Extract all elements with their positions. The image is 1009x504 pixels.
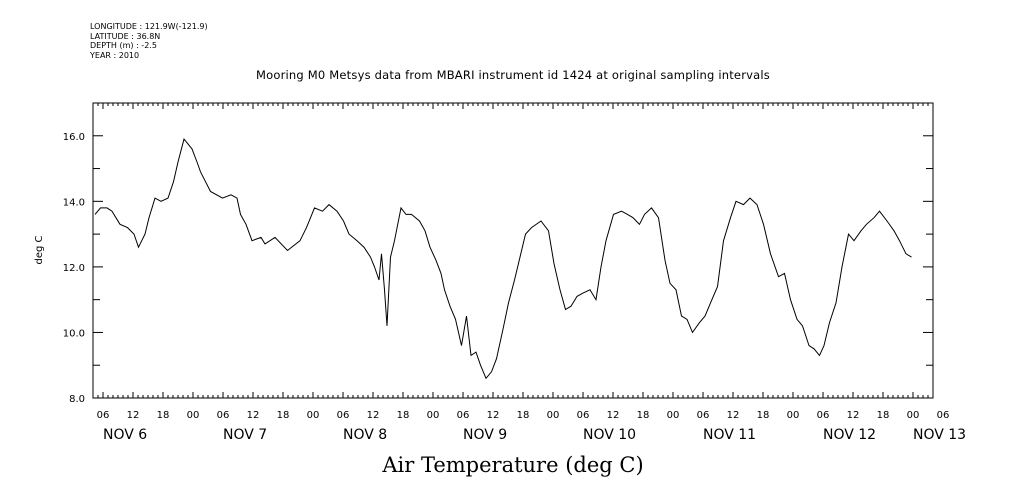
latitude-label: LATITUDE : 36.8N (90, 31, 161, 41)
x-tick-label: 06 (457, 410, 470, 421)
x-axis-title: Air Temperature (deg C) (382, 453, 644, 477)
x-tick-label: 00 (787, 410, 800, 421)
x-tick-label: 18 (637, 410, 650, 421)
day-label: NOV 7 (223, 427, 267, 443)
depth-label: DEPTH (m) : -2.5 (90, 41, 157, 50)
y-tick-label: 8.0 (69, 394, 85, 405)
y-axis-label: deg C (34, 235, 45, 264)
x-tick-label: 06 (337, 410, 350, 421)
metadata-block: LONGITUDE : 121.9W(-121.9) LATITUDE : 36… (90, 22, 208, 60)
x-tick-label: 18 (277, 410, 290, 421)
x-tick-label: 06 (697, 410, 710, 421)
y-tick-labels: 8.0 10.0 12.0 14.0 16.0 (63, 132, 85, 405)
series-line (94, 138, 912, 380)
day-label: NOV 8 (343, 427, 387, 443)
day-label: NOV 12 (823, 427, 876, 443)
tick-group (92, 102, 934, 399)
x-tick-label: 06 (817, 410, 830, 421)
x-tick-label: 12 (727, 410, 740, 421)
day-label: NOV 11 (703, 427, 756, 443)
x-tick-label: 12 (127, 410, 140, 421)
x-tick-label: 12 (607, 410, 620, 421)
x-tick-label: 06 (217, 410, 230, 421)
y-tick-label: 14.0 (63, 197, 85, 208)
x-tick-label: 00 (907, 410, 920, 421)
x-tick-label: 18 (757, 410, 770, 421)
x-tick-label: 18 (877, 410, 890, 421)
x-tick-label: 12 (847, 410, 860, 421)
plot-frame (92, 102, 934, 399)
y-tick-label: 16.0 (63, 132, 85, 143)
x-tick-label: 06 (577, 410, 590, 421)
x-tick-label: 18 (397, 410, 410, 421)
x-tick-label: 06 (937, 410, 950, 421)
longitude-label: LONGITUDE : 121.9W(-121.9) (90, 22, 208, 31)
day-label: NOV 9 (463, 427, 507, 443)
x-tick-label: 00 (667, 410, 680, 421)
x-tick-label: 06 (97, 410, 110, 421)
x-tick-label: 00 (307, 410, 320, 421)
day-label: NOV 6 (103, 427, 147, 443)
y-tick-label: 10.0 (63, 328, 85, 339)
y-tick-label: 12.0 (63, 263, 85, 274)
x-tick-label: 18 (517, 410, 530, 421)
x-tick-label: 18 (157, 410, 170, 421)
chart-title: Mooring M0 Metsys data from MBARI instru… (256, 68, 770, 82)
day-label: NOV 10 (583, 427, 636, 443)
x-tick-label: 12 (247, 410, 260, 421)
x-tick-label: 00 (427, 410, 440, 421)
day-labels: NOV 6 NOV 7 NOV 8 NOV 9 NOV 10 NOV 11 NOV 12 NO… (103, 427, 966, 443)
x-tick-label: 00 (187, 410, 200, 421)
year-label: YEAR : 2010 (90, 50, 140, 60)
x-tick-label: 12 (487, 410, 500, 421)
day-label: NOV 13 (913, 427, 966, 443)
x-tick-label: 00 (547, 410, 560, 421)
x-tick-label: 12 (367, 410, 380, 421)
x-tick-labels: 06 12 18 00 06 12 18 00 06 12 18 00 06 12 18 00 06 12 18 00… (97, 410, 950, 421)
